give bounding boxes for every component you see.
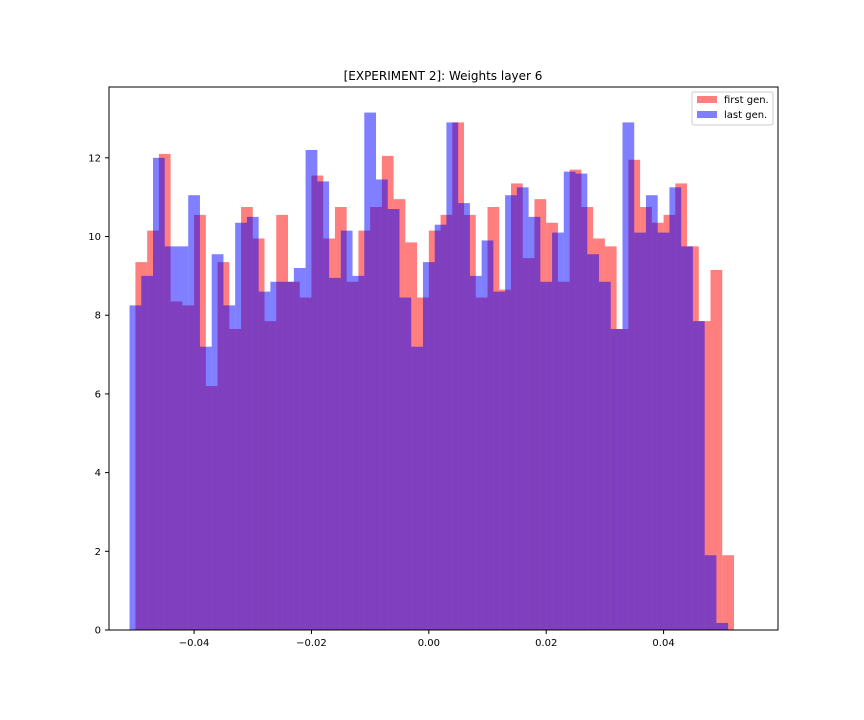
bar [176,246,189,631]
x-axis: −0.04 −0.02 0.00 0.02 0.04 [179,630,675,649]
bars-layer [129,112,734,631]
legend-label: last gen. [724,110,767,121]
bar [698,321,711,630]
bar [317,181,330,630]
bar [329,277,341,630]
bar [411,346,423,630]
legend-swatch [697,111,717,118]
y-tick-label: 8 [95,311,101,322]
bar [153,157,165,630]
axes-frame [108,86,779,631]
x-tick-label: 0.02 [535,638,557,649]
bar [481,240,494,630]
bar [282,281,294,630]
bar [716,622,729,630]
y-tick-label: 12 [88,153,101,164]
bar [352,275,365,630]
bar [129,305,142,630]
bar [505,195,517,630]
y-tick-label: 2 [95,547,101,558]
bar [164,246,177,631]
bar [211,254,224,631]
bar [223,305,236,630]
bar [692,321,705,630]
bar [293,268,306,630]
y-tick-label: 10 [88,232,101,243]
legend: first gen. last gen. [691,91,774,126]
x-tick-label: −0.04 [179,638,210,649]
bar [188,195,200,630]
legend-label: first gen. [724,95,769,106]
bar [710,269,723,630]
bar [528,216,541,630]
bar [493,291,506,630]
bar [681,246,693,631]
bar [634,232,646,630]
bar [270,281,283,630]
bar [246,216,259,630]
bar [610,328,623,630]
y-tick-label: 4 [95,468,101,479]
y-tick-label: 0 [95,626,101,637]
bar [669,187,682,630]
bar [446,122,459,630]
x-tick-label: −0.02 [296,638,327,649]
x-tick-label: 0.00 [418,638,440,649]
bar [458,203,470,630]
bar [540,281,553,630]
bar [364,112,377,630]
bar [258,291,271,630]
bar [199,346,212,630]
bar [235,222,247,630]
x-tick-label: 0.04 [652,638,674,649]
y-tick-label: 6 [95,389,101,400]
bar [469,275,482,630]
bar [387,208,400,631]
bar [645,195,658,630]
bar [563,171,576,630]
y-axis: 0 2 4 6 8 10 12 [88,153,109,637]
bar [141,275,154,630]
bar [622,122,635,630]
bar [399,297,412,630]
legend-swatch [697,96,717,103]
bar [422,262,435,630]
bar [722,555,734,630]
chart-title: [EXPERIMENT 2]: Weights layer 6 [344,69,543,83]
bar [657,232,670,630]
bar [587,254,600,631]
bar [305,149,318,630]
bar [516,187,529,630]
bar [599,281,611,630]
series-last-gen [129,112,729,631]
bar [575,173,588,630]
bar [704,555,717,630]
bar [376,179,388,630]
bar [340,230,353,630]
bar [552,232,564,630]
bar [434,224,447,630]
